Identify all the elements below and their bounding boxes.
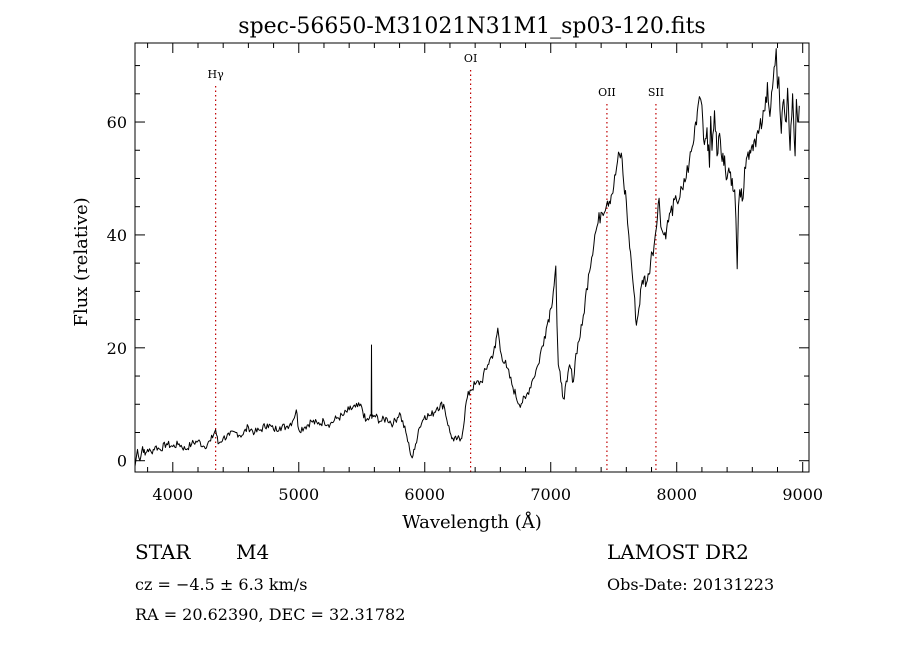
sky-coordinates: RA = 20.62390, DEC = 32.31782 [135, 605, 405, 624]
spectral-line-label: Hγ [208, 68, 225, 81]
y-axis-ticks: 0 20 40 60 [107, 65, 809, 471]
spectral-line-label: OI [464, 52, 477, 65]
y-tick-label: 40 [107, 226, 127, 245]
y-axis-label: Flux (relative) [71, 197, 92, 326]
y-tick-label: 60 [107, 113, 127, 132]
observation-date: Obs-Date: 20131223 [607, 575, 774, 594]
x-tick-label: 5000 [278, 485, 319, 504]
plot-frame [134, 42, 810, 473]
chart-title: spec-56650-M31021N31M1_sp03-120.fits [238, 14, 705, 39]
x-axis-ticks: 4000 5000 6000 7000 8000 9000 [147, 43, 823, 504]
spectral-line-label: SII [648, 86, 664, 99]
object-class: STAR [135, 540, 191, 564]
x-tick-label: 6000 [404, 485, 445, 504]
x-axis-label: Wavelength (Å) [402, 511, 542, 533]
survey-name: LAMOST DR2 [607, 540, 749, 564]
x-tick-label: 9000 [782, 485, 823, 504]
y-tick-label: 0 [117, 452, 127, 471]
spectrum-line [134, 48, 800, 467]
redshift-velocity: cz = −4.5 ± 6.3 km/s [135, 575, 307, 594]
x-tick-label: 4000 [152, 485, 193, 504]
object-subclass: M4 [236, 540, 269, 564]
x-tick-label: 7000 [530, 485, 571, 504]
spectral-line-label: OII [598, 86, 616, 99]
spectral-line-markers: Hγ OI OII SII [208, 52, 664, 472]
y-tick-label: 20 [107, 339, 127, 358]
x-tick-label: 8000 [656, 485, 697, 504]
